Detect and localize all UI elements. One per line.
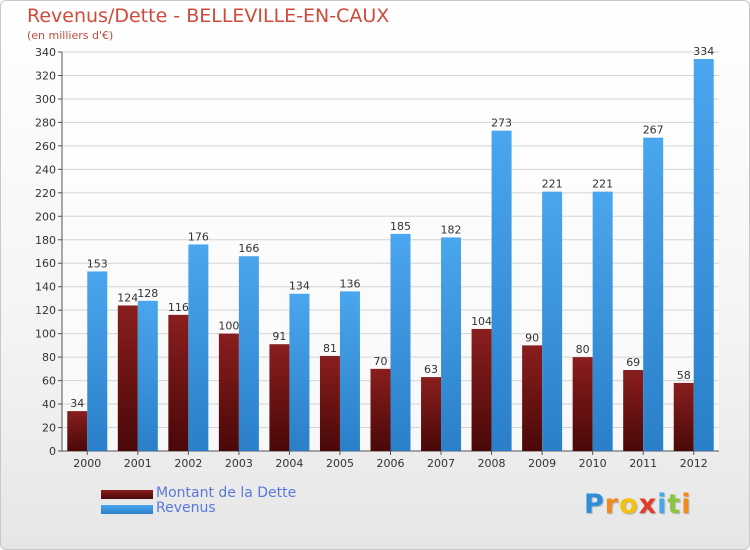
x-tick-label-2010: 2010 [579, 457, 607, 470]
y-tick-label: 120 [35, 304, 56, 317]
label-revenus-2006: 185 [390, 220, 411, 233]
chart-subtitle: (en milliers d'€) [27, 29, 114, 42]
logo-letter: r [604, 489, 620, 520]
logo-letter: t [667, 489, 682, 520]
bar-revenus-2004 [289, 293, 310, 451]
y-tick-label: 280 [35, 116, 56, 129]
bar-dette-2003 [218, 333, 239, 451]
x-tick-label-2005: 2005 [326, 457, 354, 470]
y-tick-label: 40 [42, 398, 56, 411]
legend-swatch-dette [101, 490, 153, 499]
bar-revenus-2011 [643, 137, 664, 451]
label-revenus-2010: 221 [592, 178, 613, 191]
y-tick-label: 200 [35, 210, 56, 223]
y-tick-label: 240 [35, 163, 56, 176]
bar-dette-2005 [319, 355, 340, 451]
label-revenus-2003: 166 [238, 242, 259, 255]
bar-dette-2001 [117, 305, 138, 451]
label-dette-2001: 124 [117, 291, 138, 304]
bar-dette-2011 [623, 370, 644, 451]
x-tick-label-2004: 2004 [275, 457, 303, 470]
x-tick-label-2002: 2002 [174, 457, 202, 470]
label-dette-2002: 116 [168, 301, 189, 314]
label-dette-2004: 91 [272, 330, 286, 343]
x-tick-label-2000: 2000 [73, 457, 101, 470]
label-dette-2005: 81 [323, 342, 337, 355]
bar-revenus-2012 [693, 59, 714, 452]
bar-revenus-2006 [390, 233, 411, 451]
x-tick-label-2009: 2009 [528, 457, 556, 470]
y-tick-label: 0 [49, 445, 56, 458]
label-revenus-2007: 182 [441, 223, 462, 236]
bar-revenus-2009 [542, 191, 563, 451]
bar-dette-2012 [673, 382, 694, 451]
legend-label-revenus: Revenus [156, 500, 216, 516]
x-tick-label-2011: 2011 [629, 457, 657, 470]
bar-revenus-2008 [491, 130, 512, 451]
x-tick-label-2012: 2012 [680, 457, 708, 470]
label-revenus-2005: 136 [339, 277, 360, 290]
label-revenus-2012: 334 [693, 45, 714, 58]
x-tick-label-2007: 2007 [427, 457, 455, 470]
logo-letter: i [681, 489, 692, 520]
label-dette-2012: 58 [677, 369, 691, 382]
x-tick-label-2003: 2003 [225, 457, 253, 470]
y-tick-label: 180 [35, 234, 56, 247]
label-dette-2003: 100 [218, 320, 239, 333]
x-tick-label-2001: 2001 [124, 457, 152, 470]
bar-dette-2000 [67, 411, 88, 451]
y-tick-label: 60 [42, 375, 56, 388]
logo-letter: x [638, 489, 658, 520]
bar-revenus-2001 [137, 300, 158, 451]
label-revenus-2002: 176 [188, 230, 209, 243]
bar-dette-2007 [421, 377, 442, 451]
bar-dette-2004 [269, 344, 290, 451]
y-tick-label: 160 [35, 257, 56, 270]
chart-title: Revenus/Dette - BELLEVILLE-EN-CAUX [27, 5, 390, 27]
bar-dette-2009 [522, 345, 543, 451]
y-tick-label: 220 [35, 187, 56, 200]
label-dette-2010: 80 [576, 343, 590, 356]
x-tick-label-2006: 2006 [377, 457, 405, 470]
y-tick-label: 80 [42, 351, 56, 364]
y-tick-label: 340 [35, 46, 56, 59]
bar-dette-2006 [370, 368, 391, 451]
bar-revenus-2002 [188, 244, 209, 451]
logo-letter: o [619, 489, 639, 520]
label-revenus-2009: 221 [542, 178, 563, 191]
label-dette-2000: 34 [70, 397, 84, 410]
y-tick-label: 260 [35, 140, 56, 153]
label-revenus-2001: 128 [137, 287, 158, 300]
legend-label-dette: Montant de la Dette [156, 485, 297, 501]
label-revenus-2004: 134 [289, 280, 310, 293]
label-revenus-2011: 267 [643, 124, 664, 137]
proxiti-logo: Proxiti [584, 489, 692, 520]
y-tick-label: 100 [35, 328, 56, 341]
label-revenus-2008: 273 [491, 117, 512, 130]
x-tick-label-2008: 2008 [478, 457, 506, 470]
y-tick-label: 140 [35, 281, 56, 294]
logo-letter: i [657, 489, 668, 520]
label-dette-2007: 63 [424, 363, 438, 376]
bar-revenus-2003 [238, 256, 259, 451]
bar-dette-2008 [471, 328, 492, 451]
label-dette-2006: 70 [374, 355, 388, 368]
label-dette-2009: 90 [525, 331, 539, 344]
logo-letter: P [584, 489, 605, 520]
label-dette-2008: 104 [471, 315, 492, 328]
label-revenus-2000: 153 [87, 257, 108, 270]
legend-swatch-revenus [101, 505, 153, 514]
bar-dette-2010 [572, 357, 593, 451]
label-dette-2011: 69 [626, 356, 640, 369]
bar-revenus-2007 [441, 237, 462, 451]
bar-dette-2002 [168, 314, 189, 451]
y-tick-label: 320 [35, 69, 56, 82]
bar-revenus-2000 [87, 271, 108, 451]
bar-revenus-2005 [339, 291, 360, 451]
y-tick-label: 300 [35, 93, 56, 106]
y-tick-label: 20 [42, 422, 56, 435]
bar-revenus-2010 [592, 191, 613, 451]
